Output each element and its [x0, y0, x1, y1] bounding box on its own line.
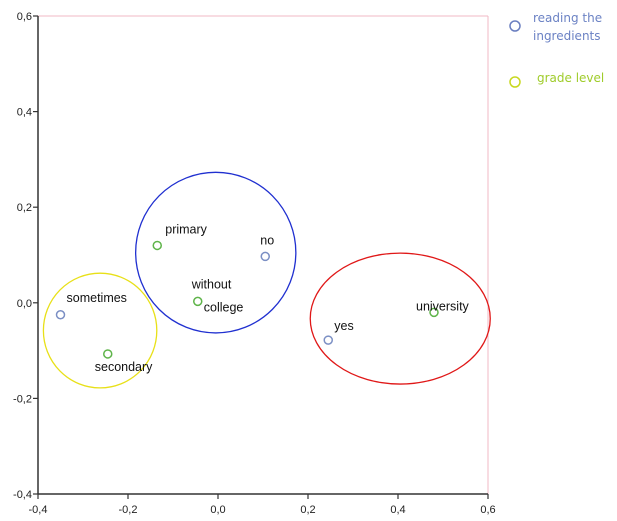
point-label: primary: [165, 222, 207, 236]
x-tick-label: -0,4: [29, 504, 48, 516]
point-label: university: [416, 299, 470, 313]
point-label: no: [260, 233, 274, 247]
point-label: yes: [334, 319, 353, 333]
data-point: [152, 240, 162, 251]
cluster-ellipse: [42, 272, 158, 389]
data-point: [55, 310, 66, 320]
y-tick-label: 0,6: [17, 11, 32, 23]
y-tick-label: 0,4: [17, 107, 32, 119]
x-tick-label: 0,0: [210, 504, 225, 516]
data-point: [260, 251, 270, 262]
y-tick-label: -0,4: [13, 489, 32, 501]
x-tick-label: 0,2: [300, 504, 315, 516]
data-point: [323, 335, 333, 345]
data-point: [429, 307, 439, 318]
x-tick-label: 0,6: [480, 504, 495, 516]
cluster-ellipse: [134, 171, 297, 334]
legend-label: grade level: [537, 71, 604, 85]
legend-label: reading the ingredients: [533, 11, 602, 43]
data-point: [103, 349, 113, 359]
legend-marker: [509, 76, 521, 88]
point-label: secondary: [95, 360, 153, 374]
cluster-ellipse: [309, 252, 491, 385]
y-tick-label: 0,2: [17, 202, 32, 214]
point-label: without college: [191, 277, 244, 314]
data-point: [193, 296, 203, 307]
x-tick-label: 0,4: [390, 504, 405, 516]
y-tick-label: -0,2: [13, 393, 32, 405]
legend-marker: [509, 20, 521, 32]
y-tick-label: 0,0: [17, 298, 32, 310]
x-tick-label: -0,2: [119, 504, 138, 516]
point-label: sometimes: [67, 291, 127, 305]
